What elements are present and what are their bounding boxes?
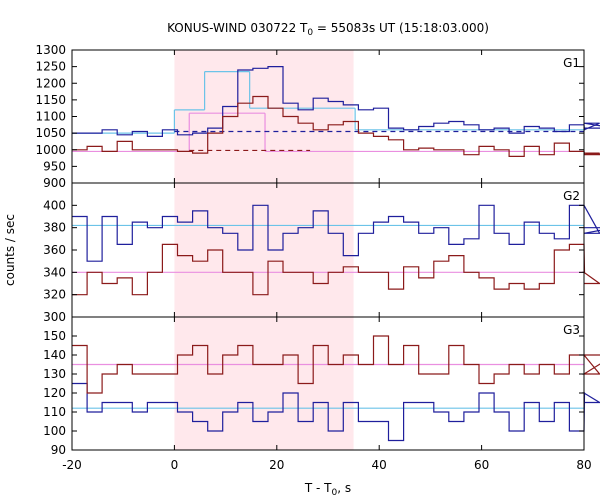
g2-ytick-label: 400 (43, 198, 66, 212)
g3-ytick-label: 140 (43, 348, 66, 362)
g3-blue-lightcurve (72, 382, 600, 442)
g2-ytick-label: 340 (43, 265, 66, 279)
frame-layer: 9009501000105011001150120012501300G13003… (35, 43, 591, 472)
g1-blue-lightcurve (72, 65, 600, 137)
x-axis-label: T - T0, s (304, 481, 351, 498)
xtick-label: 40 (372, 458, 387, 472)
xtick-label: 80 (576, 458, 591, 472)
g1-burst-interval-band (174, 50, 354, 183)
g2-ytick-label: 320 (43, 288, 66, 302)
g3-panel-frame (71, 316, 585, 451)
g3-ytick-label: 110 (43, 405, 66, 419)
xtick-label: 60 (474, 458, 489, 472)
g2-panel-label: G2 (563, 189, 580, 203)
g1-ytick-label: 1200 (35, 76, 66, 90)
g1-ytick-label: 950 (43, 159, 66, 173)
g2-ytick-label: 380 (43, 221, 66, 235)
g1-ytick-label: 1000 (35, 143, 66, 157)
chart-title: KONUS-WIND 030722 T0 = 55083s UT (15:18:… (167, 21, 489, 38)
g2-red-lightcurve (72, 243, 600, 296)
g1-ytick-label: 1100 (35, 110, 66, 124)
g1-ytick-label: 1050 (35, 126, 66, 140)
g3-red-lightcurve (72, 335, 600, 394)
xtick-label: 20 (269, 458, 284, 472)
plot-layer (72, 65, 600, 442)
g3-ytick-label: 100 (43, 424, 66, 438)
g3-ytick-label: 120 (43, 386, 66, 400)
g3-burst-interval-band (174, 317, 354, 450)
g1-ytick-label: 1150 (35, 93, 66, 107)
xtick-label: 0 (171, 458, 179, 472)
g2-ytick-label: 300 (43, 310, 66, 324)
g2-ytick-label: 360 (43, 243, 66, 257)
g1-panel-label: G1 (563, 56, 580, 70)
g3-ytick-label: 130 (43, 367, 66, 381)
xtick-label: -20 (62, 458, 82, 472)
g1-red-lightcurve (72, 95, 600, 157)
g1-ytick-label: 900 (43, 176, 66, 190)
y-axis-label: counts / sec (3, 214, 17, 286)
g3-panel-label: G3 (563, 323, 580, 337)
g2-burst-interval-band (174, 183, 354, 317)
g1-ytick-label: 1250 (35, 60, 66, 74)
g3-ytick-label: 150 (43, 329, 66, 343)
g3-ytick-label: 90 (51, 443, 66, 457)
g2-blue-lightcurve (72, 204, 600, 262)
g1-ytick-label: 1300 (35, 43, 66, 57)
